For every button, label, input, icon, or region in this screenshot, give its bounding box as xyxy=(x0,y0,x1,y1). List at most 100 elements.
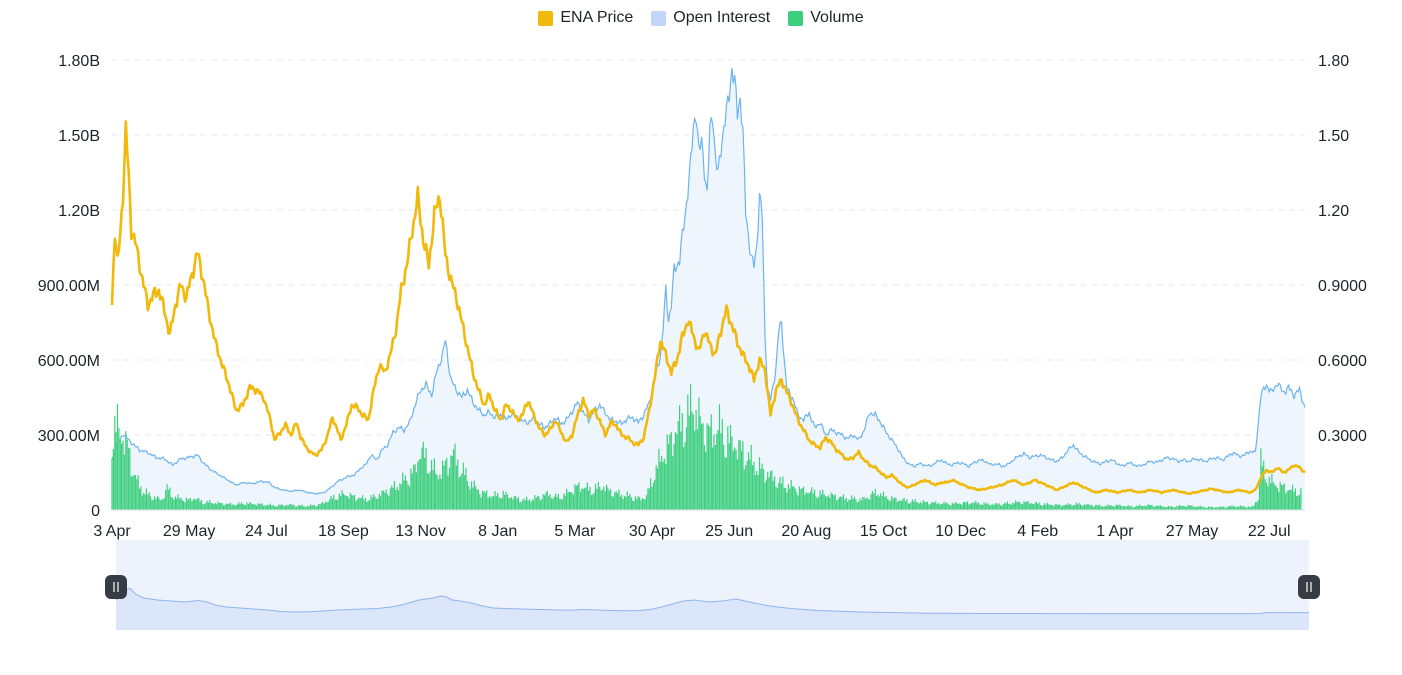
volume-bar xyxy=(1057,504,1059,510)
volume-bar xyxy=(1022,504,1024,510)
volume-bar xyxy=(849,499,851,510)
volume-bar xyxy=(1048,504,1050,510)
volume-bar xyxy=(800,489,802,510)
legend-item-ena-price[interactable]: ENA Price xyxy=(538,9,633,27)
volume-bar xyxy=(826,496,828,510)
volume-bar xyxy=(1274,484,1276,510)
zoom-slider-handle-right[interactable] xyxy=(1298,575,1320,599)
zoom-slider[interactable] xyxy=(105,540,1320,630)
volume-bar xyxy=(1270,483,1272,510)
volume-bar xyxy=(169,487,171,510)
volume-bar xyxy=(998,503,1000,510)
volume-bar xyxy=(716,433,718,510)
volume-bar xyxy=(287,505,289,510)
volume-bar xyxy=(316,506,318,510)
volume-bar xyxy=(955,503,958,510)
zoom-slider-area xyxy=(116,588,1309,630)
volume-bar xyxy=(860,500,862,510)
volume-bar xyxy=(677,421,679,510)
volume-bar xyxy=(871,491,873,510)
volume-bar xyxy=(513,496,515,510)
volume-bar xyxy=(1130,505,1132,510)
volume-bar xyxy=(515,496,517,510)
volume-bar xyxy=(440,478,442,510)
volume-bar xyxy=(1070,504,1072,510)
volume-bar xyxy=(541,499,543,510)
volume-bar xyxy=(136,479,138,510)
legend-label-ena-price: ENA Price xyxy=(560,9,634,26)
volume-bar xyxy=(932,502,934,510)
volume-bar xyxy=(544,495,546,510)
legend-item-volume[interactable]: Volume xyxy=(788,9,864,27)
volume-bar xyxy=(126,439,128,510)
volume-bar xyxy=(729,425,732,510)
volume-bar xyxy=(386,494,389,510)
legend-item-open-interest[interactable]: Open Interest xyxy=(651,9,770,27)
volume-bar xyxy=(560,498,562,510)
volume-bar xyxy=(695,409,697,510)
volume-bar xyxy=(1061,505,1064,510)
volume-bar xyxy=(283,506,285,510)
volume-bar xyxy=(791,486,794,510)
volume-bar xyxy=(1272,482,1274,510)
volume-bar xyxy=(309,504,311,510)
volume-bar xyxy=(991,504,993,510)
x-tick-label: 22 Jul xyxy=(1248,523,1291,540)
volume-bar xyxy=(1214,507,1217,510)
volume-bar xyxy=(112,448,114,510)
volume-bar xyxy=(665,464,667,510)
volume-bar xyxy=(1042,505,1044,510)
volume-bar xyxy=(223,505,225,510)
volume-bar xyxy=(683,447,685,510)
volume-bar xyxy=(847,501,849,510)
volume-bar xyxy=(1112,506,1115,510)
volume-bar xyxy=(1163,507,1166,510)
volume-bar xyxy=(1006,501,1008,510)
volume-bar xyxy=(330,495,332,510)
volume-bar xyxy=(352,495,354,510)
volume-bar xyxy=(203,504,205,510)
volume-bar xyxy=(601,489,603,510)
volume-bar xyxy=(578,482,580,510)
volume-bar xyxy=(1137,506,1139,510)
volume-bar xyxy=(245,505,247,510)
volume-bar xyxy=(1146,506,1148,510)
volume-bar xyxy=(502,490,504,510)
volume-bar xyxy=(820,494,823,510)
volume-bar xyxy=(771,470,773,510)
volume-bar xyxy=(837,499,839,510)
volume-bar xyxy=(246,502,248,510)
volume-bar xyxy=(267,504,269,510)
legend-swatch-volume xyxy=(788,10,804,26)
volume-bar xyxy=(953,504,955,510)
volume-bar xyxy=(443,465,445,510)
volume-bar xyxy=(585,487,587,510)
volume-bar xyxy=(787,484,789,510)
volume-bar xyxy=(1068,505,1070,510)
volume-bar xyxy=(472,487,474,510)
volume-bar xyxy=(453,449,455,510)
volume-bar xyxy=(1249,507,1251,510)
volume-bar xyxy=(680,431,682,510)
volume-bar xyxy=(133,474,135,510)
volume-bar xyxy=(1063,505,1065,510)
volume-bar xyxy=(1268,476,1270,510)
volume-bar xyxy=(1128,505,1130,510)
volume-bar xyxy=(1066,504,1068,510)
volume-bar xyxy=(1011,505,1013,510)
volume-bar xyxy=(476,489,478,510)
volume-bar xyxy=(546,490,548,510)
volume-bar xyxy=(617,493,619,510)
volume-bar xyxy=(604,491,606,510)
volume-bar xyxy=(269,503,271,510)
zoom-slider-handle-left[interactable] xyxy=(105,575,127,599)
volume-bar xyxy=(972,502,974,510)
x-tick-label: 30 Apr xyxy=(629,523,676,540)
volume-bar xyxy=(903,498,905,510)
volume-bar xyxy=(498,497,500,510)
volume-bar xyxy=(429,471,431,510)
volume-bar xyxy=(951,502,953,510)
volume-bar xyxy=(676,433,678,510)
volume-bar xyxy=(524,500,526,510)
volume-bar xyxy=(1152,506,1155,510)
